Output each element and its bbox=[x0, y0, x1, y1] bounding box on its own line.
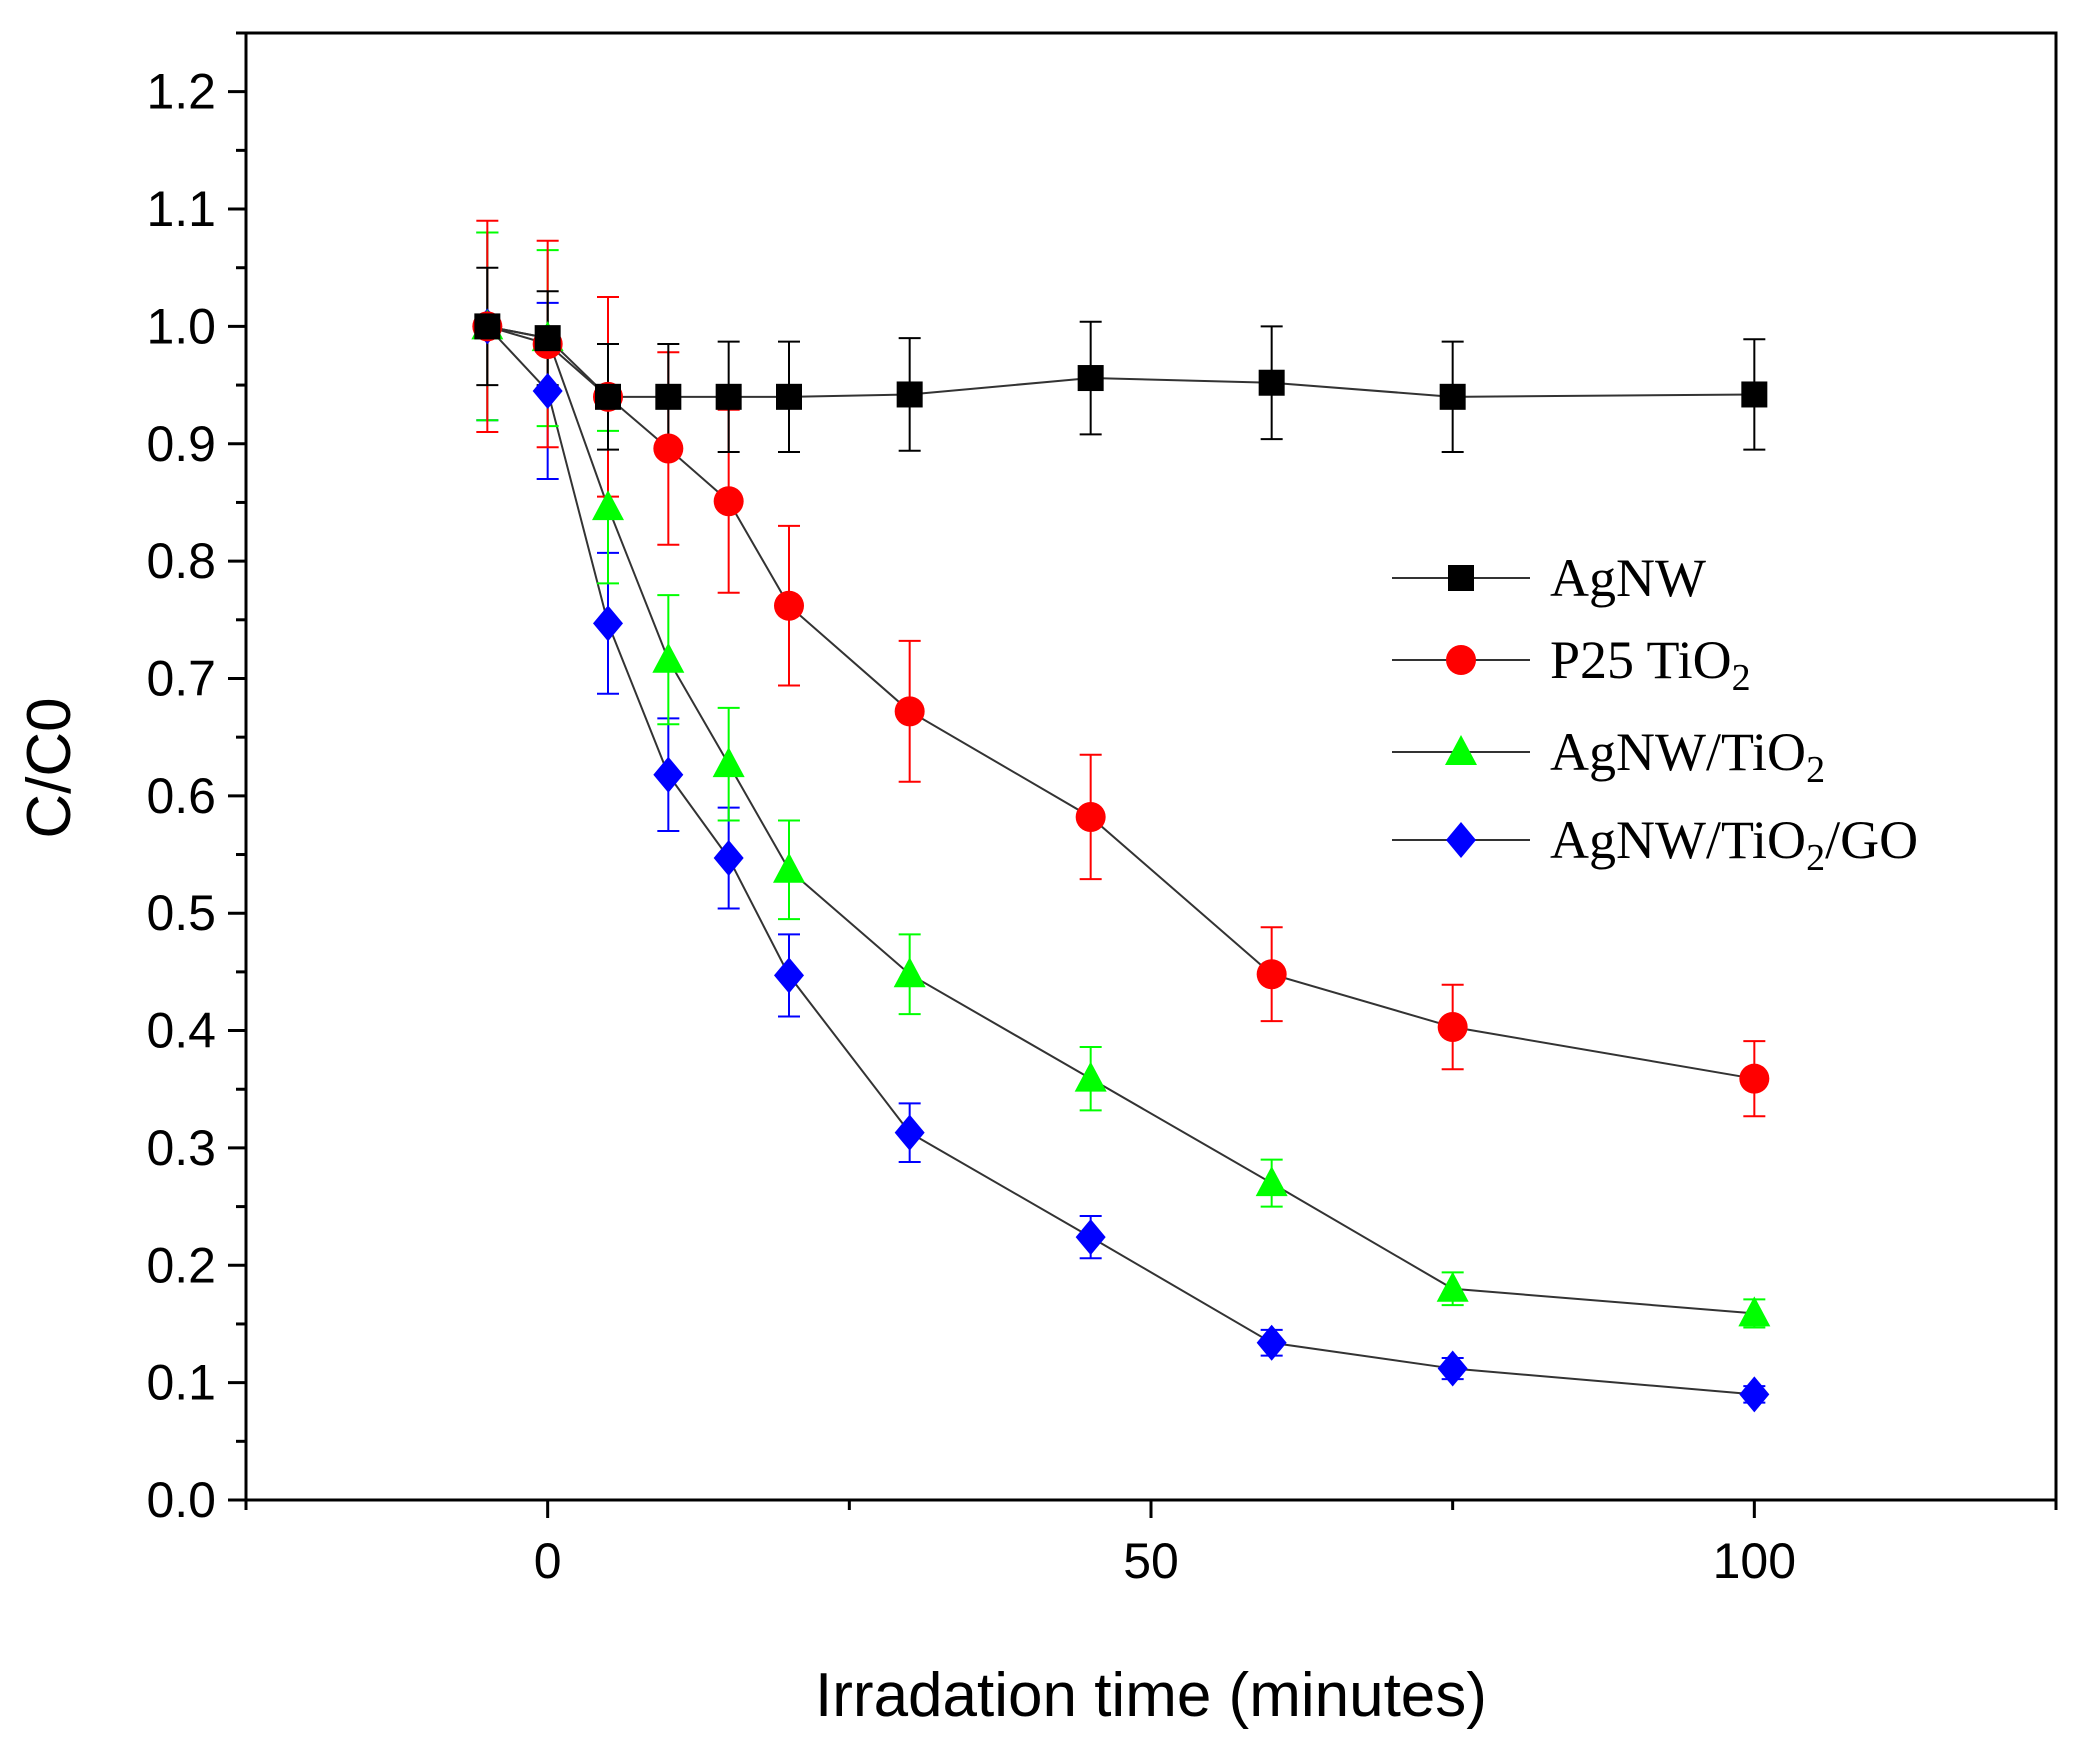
data-point bbox=[1075, 1219, 1106, 1256]
y-tick-label: 0.0 bbox=[146, 1472, 216, 1528]
x-tick-label: 50 bbox=[1123, 1533, 1179, 1589]
x-tick-label: 100 bbox=[1713, 1533, 1796, 1589]
y-tick-label: 0.2 bbox=[146, 1237, 216, 1293]
legend-item: AgNW/TiO2/GO bbox=[1392, 810, 1918, 879]
legend-label-subscript: 2 bbox=[1806, 837, 1825, 879]
data-point bbox=[653, 433, 684, 464]
data-point bbox=[896, 381, 923, 408]
data-point bbox=[1077, 365, 1104, 392]
data-point bbox=[1258, 369, 1285, 396]
data-point bbox=[593, 605, 623, 642]
legend-marker bbox=[1445, 735, 1477, 765]
legend-label-main: P25 TiO bbox=[1550, 630, 1732, 690]
legend-label: P25 TiO2 bbox=[1550, 630, 1751, 699]
data-point bbox=[534, 325, 561, 352]
data-point bbox=[894, 1114, 925, 1151]
y-tick-label: 0.7 bbox=[146, 650, 216, 706]
data-point bbox=[893, 957, 926, 988]
y-tick-label: 1.0 bbox=[146, 298, 216, 354]
legend-label-subscript: 2 bbox=[1806, 749, 1825, 791]
data-point bbox=[1739, 1063, 1770, 1094]
data-point bbox=[774, 590, 804, 621]
y-tick-label: 0.1 bbox=[146, 1355, 216, 1411]
y-tick-label: 0.5 bbox=[146, 885, 216, 941]
axes: 0.0 0.1 0.2 0.3 0.4 0.5 0.6 0.7 0.8 0.9 1.0 1.1 1.2 0… bbox=[146, 31, 2058, 1589]
data-point bbox=[713, 840, 744, 877]
data-point bbox=[712, 747, 745, 778]
data-point bbox=[592, 490, 624, 521]
y-tick-label: 1.2 bbox=[146, 64, 216, 120]
data-point bbox=[1256, 1324, 1287, 1361]
y-tick-label: 0.8 bbox=[146, 533, 216, 589]
legend-marker bbox=[1446, 822, 1476, 858]
y-tick-label: 0.9 bbox=[146, 416, 216, 472]
data-point bbox=[1437, 1350, 1468, 1387]
data-point bbox=[652, 642, 685, 673]
legend-marker bbox=[1448, 565, 1474, 591]
legend-item: AgNW/TiO2 bbox=[1392, 722, 1825, 791]
data-point bbox=[595, 383, 621, 410]
legend-item: AgNW bbox=[1392, 548, 1706, 608]
data-point bbox=[474, 313, 501, 340]
data-point bbox=[1074, 1061, 1107, 1092]
data-point bbox=[773, 852, 805, 883]
y-tick-label: 0.3 bbox=[146, 1120, 216, 1176]
legend-label-main: AgNW bbox=[1550, 548, 1706, 608]
x-tick-label: 0 bbox=[534, 1533, 562, 1589]
y-tick-label: 0.6 bbox=[146, 768, 216, 824]
data-point bbox=[1439, 383, 1466, 410]
legend-label: AgNW bbox=[1550, 548, 1706, 608]
data-point bbox=[774, 957, 804, 994]
legend-label: AgNW/TiO2 bbox=[1550, 722, 1825, 791]
y-tick-label: 0.4 bbox=[146, 1003, 216, 1059]
y-axis-title: C/C0 bbox=[15, 697, 84, 838]
legend-label-main: AgNW/TiO bbox=[1550, 810, 1806, 870]
data-point bbox=[1739, 1376, 1770, 1413]
data-markers bbox=[471, 308, 1771, 1413]
data-point bbox=[894, 696, 925, 727]
legend-label-main: AgNW/TiO bbox=[1550, 722, 1806, 782]
data-point bbox=[1255, 1166, 1288, 1197]
x-axis-title: Irradation time (minutes) bbox=[815, 1661, 1487, 1730]
data-point bbox=[713, 486, 744, 517]
data-point bbox=[1741, 381, 1768, 408]
data-point bbox=[715, 383, 742, 410]
data-point bbox=[653, 756, 684, 793]
data-point bbox=[655, 383, 682, 410]
data-point bbox=[776, 383, 802, 410]
data-point bbox=[1256, 959, 1287, 990]
legend-label-tail: /GO bbox=[1825, 810, 1918, 870]
legend-label: AgNW/TiO2/GO bbox=[1550, 810, 1918, 879]
data-point bbox=[1436, 1271, 1469, 1302]
data-point bbox=[1075, 801, 1106, 832]
data-point bbox=[1437, 1012, 1468, 1043]
legend-label-subscript: 2 bbox=[1732, 657, 1751, 699]
data-point bbox=[1738, 1296, 1771, 1327]
legend-item: P25 TiO2 bbox=[1392, 630, 1751, 699]
legend-marker bbox=[1446, 645, 1476, 675]
data-point bbox=[532, 372, 563, 409]
y-tick-label: 1.1 bbox=[146, 181, 216, 237]
